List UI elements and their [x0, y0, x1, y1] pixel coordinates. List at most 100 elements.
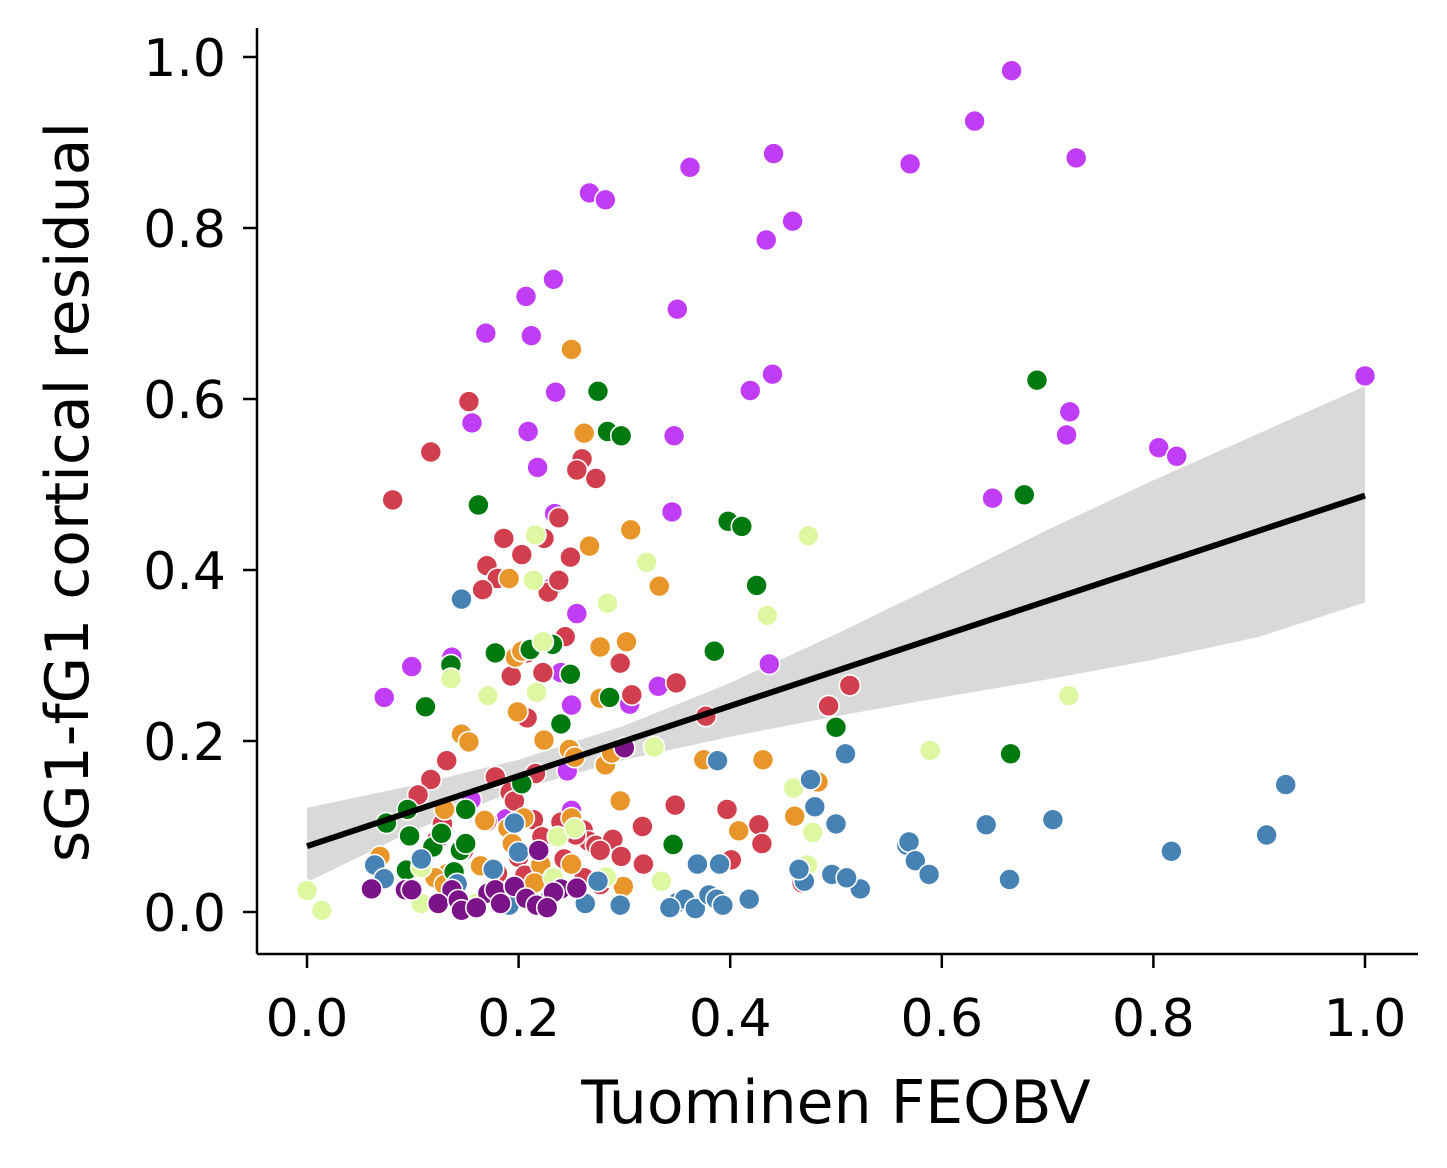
- scatter-point-series-1: [1055, 423, 1078, 447]
- scatter-point-series-1: [1000, 59, 1023, 82]
- x-tick-label: 0.8: [1112, 989, 1195, 1049]
- y-ticks: 0.0 0.2 0.4 0.6 0.8 1.0: [143, 29, 257, 944]
- scatter-point-series-3: [588, 635, 612, 659]
- scatter-point-series-3: [560, 338, 583, 361]
- scatter-point-series-1: [981, 486, 1004, 510]
- scatter-point-series-4: [730, 515, 754, 538]
- scatter-point-series-5: [531, 630, 555, 654]
- scatter-point-series-1: [474, 321, 498, 345]
- scatter-point-series-6: [998, 868, 1021, 891]
- scatter-point-series-4: [454, 832, 478, 855]
- scatter-point-series-6: [658, 896, 682, 920]
- scatter-point-series-5: [918, 739, 942, 762]
- scatter-point-series-6: [503, 811, 526, 835]
- scatter-point-series-3: [647, 574, 671, 598]
- scatter-point-series-1: [526, 456, 549, 479]
- scatter-point-series-2: [663, 793, 687, 817]
- x-axis-title: Tuominen FEOBV: [580, 1068, 1090, 1138]
- scatter-point-series-2: [609, 845, 633, 868]
- y-tick-label: 0.4: [143, 542, 226, 602]
- scatter-point-series-1: [460, 411, 484, 435]
- scatter-point-series-2: [608, 651, 632, 675]
- scatter-point-series-1: [1165, 444, 1188, 468]
- scatter-point-series-6: [787, 857, 811, 881]
- regression-line-path: [306, 492, 1366, 850]
- x-tick-label: 0.2: [477, 989, 560, 1049]
- scatter-point-series-2: [547, 506, 571, 530]
- scatter-point-series-4: [999, 742, 1022, 766]
- scatter-point-series-4: [430, 821, 453, 845]
- scatter-point-series-6: [608, 893, 632, 917]
- x-tick-label: 1.0: [1324, 989, 1407, 1049]
- scatter-point-series-6: [974, 813, 998, 837]
- scatter-point-series-1: [594, 188, 617, 212]
- scatter-point-series-4: [609, 424, 633, 448]
- regression-line: [306, 492, 1366, 850]
- scatter-point-series-1: [514, 285, 538, 308]
- scatter-point-series-3: [783, 804, 807, 828]
- scatter-point-series-7: [527, 839, 551, 862]
- scatter-point-series-1: [757, 652, 781, 676]
- scatter-point-series-5: [295, 879, 319, 902]
- scatter-point-series-1: [738, 379, 762, 402]
- scatter-point-series-6: [897, 830, 921, 854]
- scatter-point-series-2: [584, 467, 608, 490]
- scatter-point-series-2: [750, 832, 774, 855]
- scatter-point-series-5: [525, 680, 548, 704]
- scatter-point-series-4: [1013, 483, 1036, 507]
- scatter-point-series-3: [619, 518, 643, 542]
- scatter-point-series-1: [1064, 146, 1088, 170]
- scatter-point-series-6: [903, 849, 927, 873]
- scatter-point-series-2: [547, 568, 571, 592]
- scatter-point-series-3: [608, 789, 632, 813]
- scatter-point-series-4: [559, 662, 582, 686]
- scatter-point-series-6: [683, 897, 707, 920]
- y-tick-label: 0.8: [143, 200, 226, 260]
- scatter-point-series-1: [898, 152, 922, 176]
- scatter-point-series-6: [686, 852, 709, 876]
- scatter-point-series-6: [481, 857, 505, 881]
- scatter-point-series-3: [560, 852, 583, 876]
- scatter-point-series-5: [524, 523, 547, 547]
- scatter-point-series-1: [519, 324, 543, 348]
- scatter-point-series-6: [834, 742, 857, 766]
- scatter-point-series-4: [745, 574, 768, 597]
- scatter-point-series-1: [1058, 400, 1082, 424]
- scatter-point-series-2: [531, 661, 555, 684]
- scatter-point-series-6: [507, 840, 530, 864]
- scatter-point-series-4: [824, 715, 848, 739]
- scatter-point-series-3: [457, 730, 481, 754]
- scatter-point-series-2: [747, 813, 771, 837]
- scatter-point-series-3: [532, 728, 556, 752]
- scatter-point-series-6: [450, 587, 473, 611]
- scatter-point-series-5: [1057, 684, 1081, 708]
- scatter-point-series-5: [522, 568, 545, 592]
- scatter-point-series-2: [559, 545, 582, 569]
- scatter-point-series-2: [419, 440, 443, 464]
- scatter-point-series-2: [620, 683, 644, 707]
- scatter-point-series-1: [665, 297, 689, 321]
- scatter-point-series-6: [917, 863, 941, 886]
- scatter-point-series-1: [1353, 364, 1377, 388]
- axes: [255, 28, 1418, 956]
- y-tick-label: 0.2: [143, 713, 226, 773]
- x-tick-label: 0.0: [266, 989, 349, 1049]
- scatter-point-series-4: [661, 833, 685, 856]
- scatter-point-series-2: [838, 674, 862, 697]
- scatter-point-series-6: [1255, 823, 1278, 847]
- scatter-point-series-6: [409, 847, 433, 871]
- scatter-point-series-1: [544, 380, 567, 404]
- scatter-point-series-2: [715, 798, 739, 821]
- scatter-point-series-2: [419, 768, 443, 791]
- scatter-point-series-7: [535, 896, 559, 920]
- scatter-point-series-2: [381, 488, 405, 512]
- scatter-point-series-3: [615, 630, 638, 654]
- scatter-point-series-6: [799, 768, 822, 791]
- scatter-point-series-5: [755, 603, 779, 627]
- scatter-point-series-4: [549, 712, 573, 736]
- y-tick-label: 0.6: [143, 371, 226, 431]
- scatter-point-series-5: [635, 550, 658, 574]
- scatter-point-series-7: [464, 896, 488, 920]
- scatter-point-series-1: [761, 362, 784, 386]
- scatter-point-series-5: [310, 898, 334, 922]
